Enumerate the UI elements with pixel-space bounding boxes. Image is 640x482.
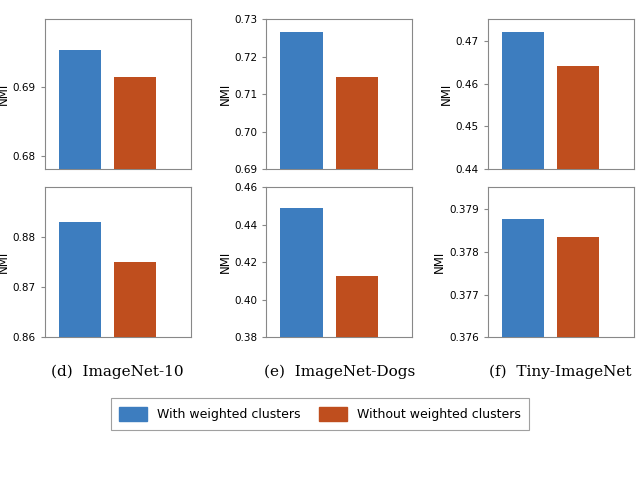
Y-axis label: NMI: NMI: [440, 83, 453, 106]
Text: (d)  ImageNet-10: (d) ImageNet-10: [51, 364, 184, 379]
Bar: [114, 77, 156, 482]
Bar: [114, 262, 156, 482]
Y-axis label: NMI: NMI: [0, 251, 10, 273]
Bar: [336, 276, 378, 482]
Bar: [59, 50, 101, 482]
Bar: [59, 222, 101, 482]
Bar: [557, 67, 600, 482]
Legend: With weighted clusters, Without weighted clusters: With weighted clusters, Without weighted…: [111, 398, 529, 430]
Text: (c)  CIFAR-100: (c) CIFAR-100: [504, 196, 618, 210]
Bar: [336, 78, 378, 482]
Y-axis label: NMI: NMI: [0, 83, 10, 106]
Text: (e)  ImageNet-Dogs: (e) ImageNet-Dogs: [264, 364, 415, 379]
Bar: [557, 237, 600, 482]
Bar: [280, 208, 323, 482]
Text: (a)  Fashion: (a) Fashion: [72, 196, 163, 210]
Bar: [280, 32, 323, 482]
Bar: [502, 32, 544, 482]
Y-axis label: NMI: NMI: [433, 251, 446, 273]
Bar: [502, 219, 544, 482]
Y-axis label: NMI: NMI: [218, 251, 232, 273]
Text: (b)  CIFAR-10: (b) CIFAR-10: [287, 196, 392, 210]
Y-axis label: NMI: NMI: [218, 83, 232, 106]
Text: (f)  Tiny-ImageNet: (f) Tiny-ImageNet: [490, 364, 632, 379]
